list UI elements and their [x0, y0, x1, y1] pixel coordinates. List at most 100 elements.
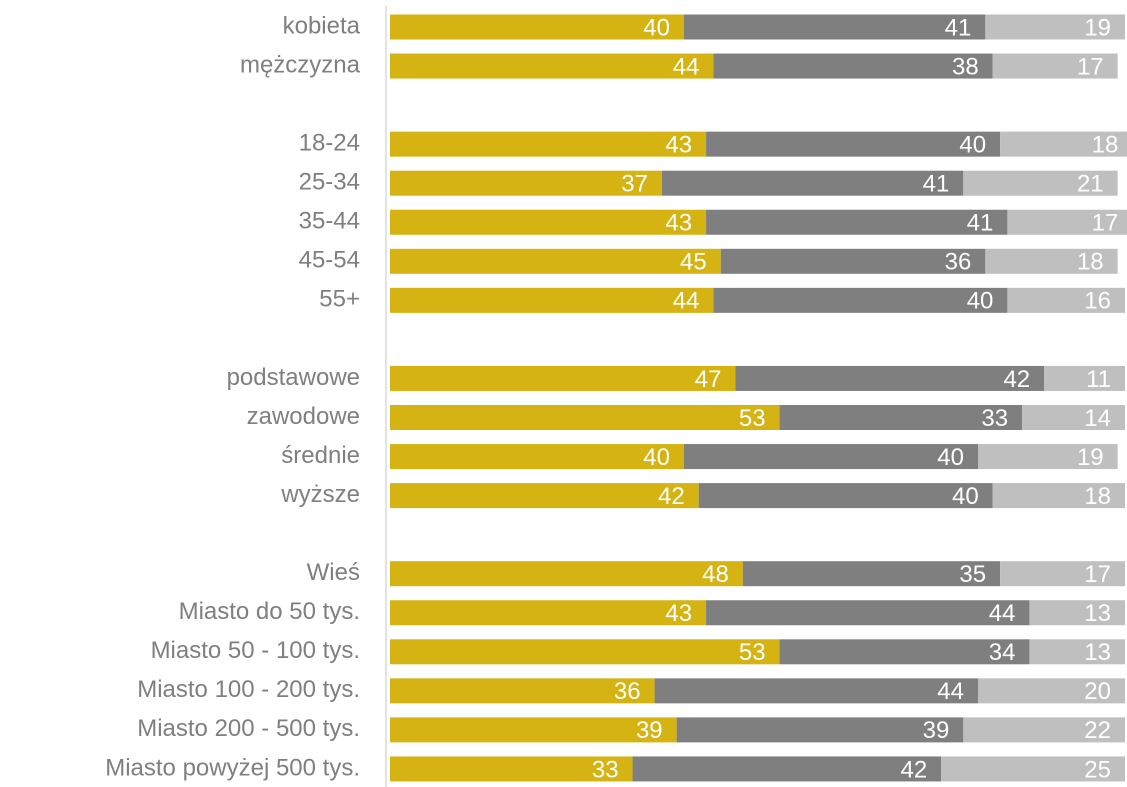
bar-segment: [963, 717, 1125, 743]
category-label: Miasto 50 - 100 tys.: [151, 637, 360, 664]
bar-segment: [390, 717, 677, 743]
value-label: 16: [1084, 288, 1111, 315]
bar-segment: [632, 756, 942, 782]
value-label: 20: [1084, 678, 1111, 705]
category-label: kobieta: [283, 12, 361, 39]
value-label: 47: [695, 366, 722, 393]
value-label: 44: [673, 53, 700, 80]
value-label: 13: [1084, 639, 1111, 666]
value-label: 40: [967, 288, 994, 315]
bar-segment: [992, 53, 1118, 79]
bar-segment: [390, 756, 633, 782]
value-label: 21: [1077, 171, 1104, 198]
value-label: 37: [621, 171, 648, 198]
value-label: 44: [673, 288, 700, 315]
bar-segment: [684, 14, 986, 40]
bar-segment: [390, 365, 736, 391]
value-label: 38: [952, 53, 979, 80]
value-label: 17: [1084, 561, 1111, 588]
bar-segment: [1029, 639, 1125, 665]
bar-segment: [735, 365, 1045, 391]
value-label: 53: [739, 639, 766, 666]
bar-segment: [706, 131, 1001, 157]
bar-segment: [941, 756, 1125, 782]
bar-segment: [390, 678, 655, 704]
bar-segment: [390, 405, 780, 430]
category-label: Miasto do 50 tys.: [179, 598, 360, 625]
category-label: 18-24: [299, 129, 360, 156]
value-label: 19: [1084, 14, 1111, 41]
bar-segment: [654, 678, 978, 704]
bar-segment: [390, 14, 684, 40]
value-label: 40: [959, 131, 986, 158]
bar-segment: [713, 53, 993, 79]
bar-segment: [390, 561, 743, 587]
value-label: 17: [1077, 53, 1104, 80]
bar-segment: [1000, 561, 1125, 587]
category-label: 45-54: [299, 247, 360, 274]
bar-segment: [698, 483, 993, 509]
value-label: 17: [1092, 210, 1119, 237]
value-label: 18: [1092, 131, 1119, 158]
bar-segment: [1022, 405, 1125, 430]
value-label: 40: [937, 444, 964, 471]
bar-segment: [390, 248, 721, 274]
value-label: 35: [959, 561, 986, 588]
value-label: 40: [643, 14, 670, 41]
value-label: 39: [923, 717, 950, 744]
category-label: średnie: [281, 442, 360, 469]
bar-segment: [706, 600, 1030, 626]
value-label: 18: [1077, 249, 1104, 276]
value-label: 33: [592, 756, 619, 783]
value-label: 43: [665, 600, 692, 627]
value-label: 43: [665, 131, 692, 158]
bar-segment: [706, 209, 1008, 235]
value-label: 14: [1084, 405, 1111, 432]
value-label: 48: [702, 561, 729, 588]
bar-segment: [676, 717, 964, 743]
value-label: 43: [665, 210, 692, 237]
value-label: 42: [658, 483, 685, 510]
value-label: 39: [636, 717, 663, 744]
value-label: 13: [1084, 600, 1111, 627]
category-label: 55+: [319, 286, 360, 313]
value-label: 22: [1084, 717, 1111, 744]
bar-segment: [390, 170, 662, 196]
category-label: zawodowe: [247, 403, 360, 430]
bar-segment: [390, 209, 707, 235]
value-label: 25: [1084, 756, 1111, 783]
category-label: podstawowe: [227, 364, 360, 391]
value-label: 19: [1077, 444, 1104, 471]
bar-segment: [779, 405, 1023, 430]
category-label: 35-44: [299, 208, 360, 235]
value-label: 34: [989, 639, 1016, 666]
category-label: Wieś: [307, 559, 360, 586]
category-label: wyższe: [280, 481, 360, 508]
bar-segment: [720, 248, 986, 274]
bar-segment: [742, 561, 1001, 587]
bar-segment: [963, 170, 1118, 196]
category-label: Miasto powyżej 500 tys.: [105, 754, 360, 781]
value-label: 40: [952, 483, 979, 510]
value-label: 44: [989, 600, 1016, 627]
value-label: 45: [680, 249, 707, 276]
bar-segment: [390, 287, 714, 313]
value-label: 33: [981, 405, 1008, 432]
value-label: 41: [967, 210, 994, 237]
bar-segment: [985, 248, 1118, 274]
bar-segment: [779, 639, 1030, 665]
bar-segment: [985, 14, 1125, 40]
value-label: 53: [739, 405, 766, 432]
bar-segment: [1007, 287, 1125, 313]
bar-segment: [390, 131, 707, 157]
category-label: Miasto 200 - 500 tys.: [137, 715, 360, 742]
category-label: Miasto 100 - 200 tys.: [137, 676, 360, 703]
bar-segment: [390, 53, 714, 79]
value-label: 41: [945, 14, 972, 41]
bar-segment: [1029, 600, 1125, 626]
value-label: 18: [1084, 483, 1111, 510]
bar-segment: [978, 444, 1118, 470]
bar-segment: [390, 483, 699, 509]
value-label: 36: [614, 678, 641, 705]
